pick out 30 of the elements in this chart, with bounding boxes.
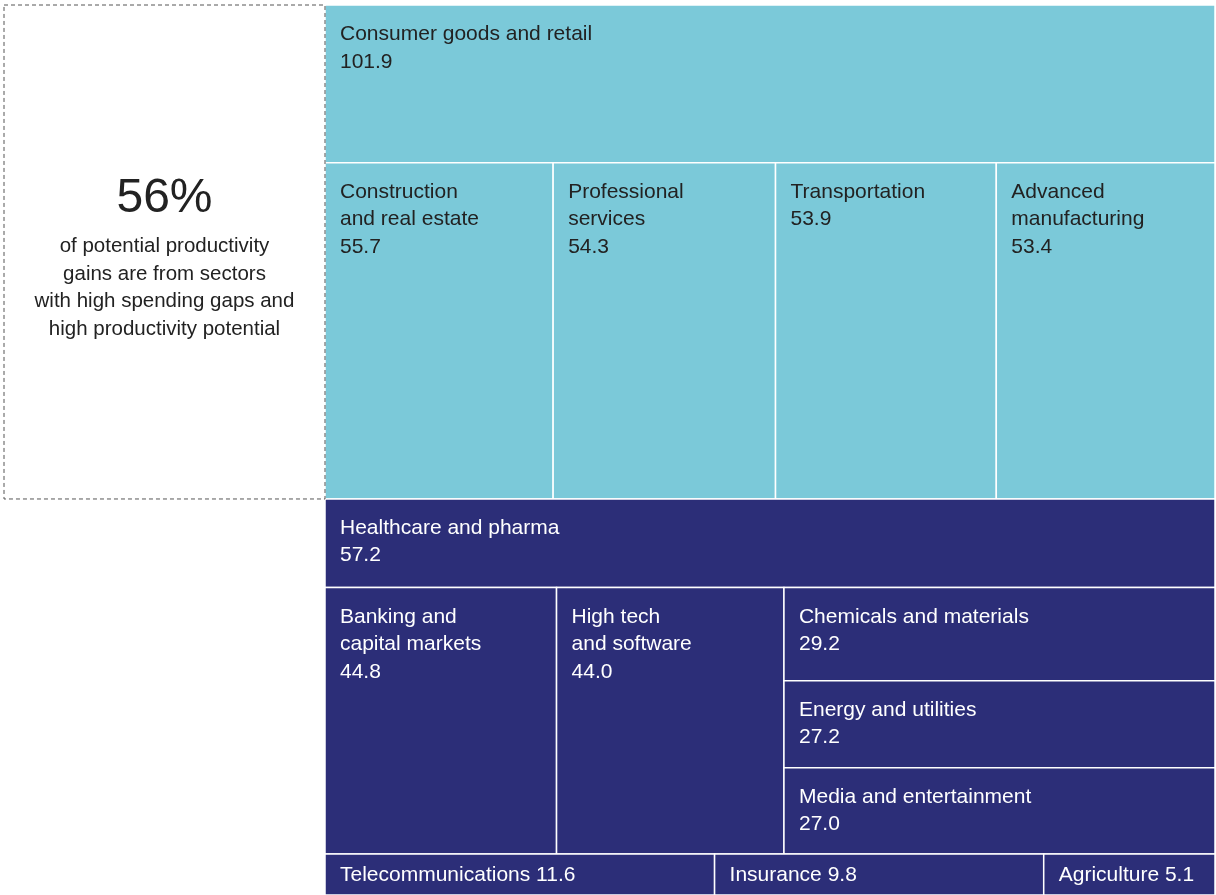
data-label: 101.9 [340, 48, 393, 72]
data-label: 53.4 [1011, 233, 1053, 257]
data-label: 54.3 [568, 233, 610, 257]
data-label: 44.0 [571, 658, 613, 682]
category-label: Advanced manufacturing [1011, 178, 1145, 230]
category-label: Banking and capital markets [340, 603, 482, 654]
category-label: Agriculture [1058, 862, 1160, 886]
category-label: Construction and real estate [340, 178, 479, 230]
category-label: Consumer goods and retail [340, 21, 593, 44]
data-label: 57.2 [340, 542, 381, 566]
category-label: Insurance [729, 862, 822, 886]
data-label: 27.0 [798, 811, 840, 835]
data-label: 5.1 [1164, 862, 1195, 886]
category-label: Energy and utilities [798, 696, 977, 720]
data-label: 29.2 [798, 631, 840, 654]
data-label: 11.6 [536, 862, 576, 886]
data-label: 53.9 [790, 206, 832, 230]
category-label: High tech and software [571, 603, 692, 654]
category-label: Healthcare and pharma [340, 514, 560, 538]
data-label: 55.7 [340, 233, 381, 257]
category-label: Telecommunications [340, 862, 531, 886]
text: of potential productivity gains are from sectors with high spending gaps and high productivity potential [33, 233, 295, 339]
text: 56% [116, 169, 213, 222]
category-label: Chemicals and materials [798, 603, 1029, 627]
data-label: 9.8 [827, 862, 857, 886]
data-label: 44.8 [340, 658, 381, 682]
category-label: Media and entertainment [798, 783, 1032, 807]
category-label: Transportation [790, 178, 926, 202]
category-label: Professional services [568, 178, 684, 230]
data-label: 27.2 [798, 724, 840, 748]
